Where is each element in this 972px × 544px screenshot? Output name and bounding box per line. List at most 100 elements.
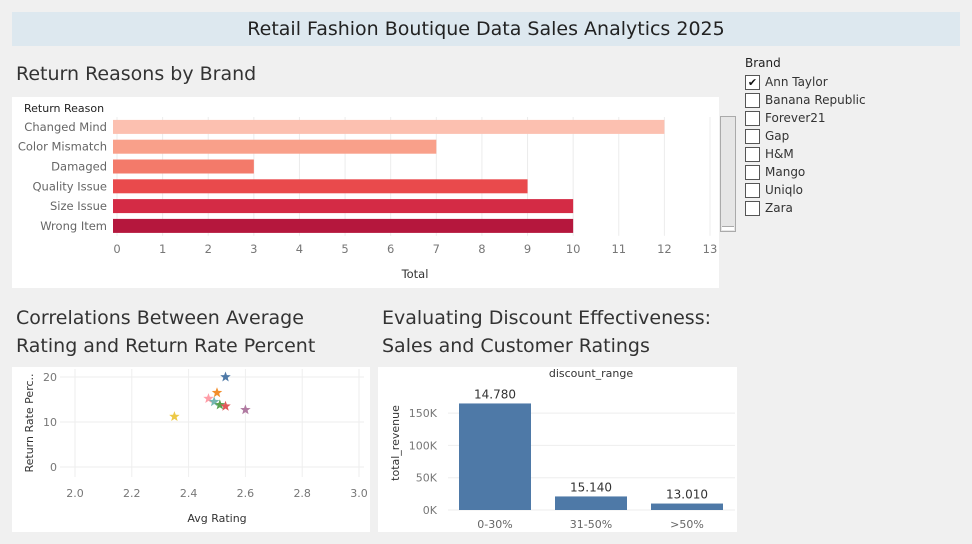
y-axis-title: total_revenue [389, 405, 402, 481]
x-tick-label: 4 [296, 242, 303, 256]
brand-filter: Brand ✔ Ann Taylor Banana Republic Forever2… [745, 56, 875, 217]
brand-filter-label: H&M [765, 147, 794, 161]
category-label: Size Issue [50, 199, 107, 213]
bar [459, 403, 531, 510]
checkbox-icon[interactable] [745, 128, 760, 144]
checkbox-icon[interactable] [745, 164, 760, 180]
x-tick-label: 5 [341, 242, 348, 256]
bar [113, 139, 437, 154]
checkbox-checked-icon[interactable]: ✔ [745, 74, 760, 90]
column-header-label: discount_range [549, 367, 634, 380]
x-tick-label: 6 [387, 242, 394, 256]
x-tick-label: 10 [566, 242, 581, 256]
x-tick-label: 2 [205, 242, 212, 256]
x-tick-label: 12 [657, 242, 672, 256]
discount-title-line1: Evaluating Discount Effectiveness: [382, 307, 712, 329]
row-header-label: Return Reason [24, 102, 104, 115]
correlation-sheet-title: Correlations Between Average Rating and … [16, 304, 315, 360]
x-tick-label: 1 [159, 242, 166, 256]
brand-filter-label: Ann Taylor [765, 75, 828, 89]
category-label: Quality Issue [33, 179, 108, 193]
y-tick-label: 10 [43, 416, 57, 429]
brand-filter-label: Banana Republic [765, 93, 866, 107]
x-tick-label: 2.0 [66, 487, 84, 500]
brand-filter-item[interactable]: Banana Republic [745, 91, 875, 109]
x-tick-label: 2.2 [123, 487, 141, 500]
brand-filter-item[interactable]: H&M [745, 145, 875, 163]
x-tick-label: 2.4 [180, 487, 198, 500]
category-label: Damaged [51, 160, 107, 174]
scatter-point-star [208, 396, 220, 407]
bar-data-label: 14.780 [474, 387, 516, 401]
brand-filter-item[interactable]: Mango [745, 163, 875, 181]
checkbox-icon[interactable] [745, 92, 760, 108]
scatter-point-star [214, 399, 226, 410]
brand-filter-label: Forever21 [765, 111, 826, 125]
x-tick-label: 0-30% [477, 518, 512, 531]
x-tick-label: 31-50% [570, 518, 612, 531]
brand-filter-item[interactable]: Uniqlo [745, 181, 875, 199]
category-label: Wrong Item [40, 219, 107, 233]
y-tick-label: 150K [409, 407, 438, 420]
x-tick-label: 13 [703, 242, 718, 256]
x-tick-label: 11 [611, 242, 626, 256]
bar-data-label: 15.140 [570, 480, 612, 494]
scatter-point-star [240, 404, 251, 415]
bar [113, 159, 254, 174]
bar [113, 218, 574, 233]
x-tick-label: >50% [670, 518, 704, 531]
discount-chart-panel: discount_range 0K 50K 100K 150K 14.780 0-30% 15… [378, 367, 737, 532]
correlation-chart-panel: 2.0 2.2 2.4 2.6 2.8 3.0 0 10 20 Avg Rating Return … [12, 367, 370, 532]
scrollbar-thumb[interactable] [722, 226, 734, 230]
y-tick-label: 20 [43, 371, 57, 384]
brand-filter-item[interactable]: Forever21 [745, 109, 875, 127]
brand-filter-label: Mango [765, 165, 806, 179]
bar [113, 119, 665, 134]
dashboard-title: Retail Fashion Boutique Data Sales Analy… [247, 18, 725, 40]
checkbox-icon[interactable] [745, 110, 760, 126]
brand-filter-label: Uniqlo [765, 183, 804, 197]
y-tick-label: 0 [50, 461, 57, 474]
scatter-point-star [203, 393, 214, 404]
brand-filter-item[interactable]: Gap [745, 127, 875, 145]
y-tick-label: 50K [416, 472, 438, 485]
x-tick-label: 0 [113, 242, 120, 256]
bar [113, 179, 528, 194]
checkbox-icon[interactable] [745, 200, 760, 216]
brand-filter-title: Brand [745, 56, 781, 70]
brand-filter-item[interactable]: ✔ Ann Taylor [745, 73, 875, 91]
y-tick-label: 100K [409, 439, 438, 452]
bar-data-label: 13.010 [666, 488, 708, 502]
scatter-point-star [220, 371, 231, 382]
correlation-title-line1: Correlations Between Average [16, 307, 304, 329]
x-tick-label: 8 [478, 242, 485, 256]
correlation-scatter-chart: 2.0 2.2 2.4 2.6 2.8 3.0 0 10 20 Avg Rating Return … [23, 369, 368, 525]
category-label: Changed Mind [24, 120, 107, 134]
brand-filter-label: Zara [765, 201, 793, 215]
checkbox-icon[interactable] [745, 146, 760, 162]
x-tick-label: 2.6 [237, 487, 255, 500]
dashboard-title-bar: Retail Fashion Boutique Data Sales Analy… [12, 12, 960, 46]
correlation-title-line2: Rating and Return Rate Percent [16, 335, 316, 357]
x-axis-title: Total [401, 267, 429, 281]
y-tick-label: 0K [423, 504, 438, 517]
returns-chart-panel: Return Reason 0 1 2 3 4 5 6 7 8 9 10 11 12 13 Changed M… [12, 97, 719, 288]
discount-sheet-title: Evaluating Discount Effectiveness: Sales… [382, 304, 711, 360]
x-tick-label: 3 [250, 242, 257, 256]
checkbox-icon[interactable] [745, 182, 760, 198]
discount-title-line2: Sales and Customer Ratings [382, 335, 650, 357]
x-tick-label: 2.8 [293, 487, 311, 500]
y-axis-title: Return Rate Perc.. [23, 373, 36, 472]
returns-sheet-title: Return Reasons by Brand [16, 63, 257, 85]
bar [651, 503, 723, 510]
brand-filter-list: ✔ Ann Taylor Banana Republic Forever21 Gap H&… [745, 73, 875, 217]
brand-filter-label: Gap [765, 129, 790, 143]
x-tick-label: 9 [524, 242, 531, 256]
scatter-point-star [169, 411, 180, 422]
x-tick-label: 7 [433, 242, 440, 256]
category-label: Color Mismatch [18, 140, 107, 154]
returns-scrollbar[interactable] [720, 116, 736, 232]
scatter-point-star [211, 387, 223, 398]
brand-filter-item[interactable]: Zara [745, 199, 875, 217]
